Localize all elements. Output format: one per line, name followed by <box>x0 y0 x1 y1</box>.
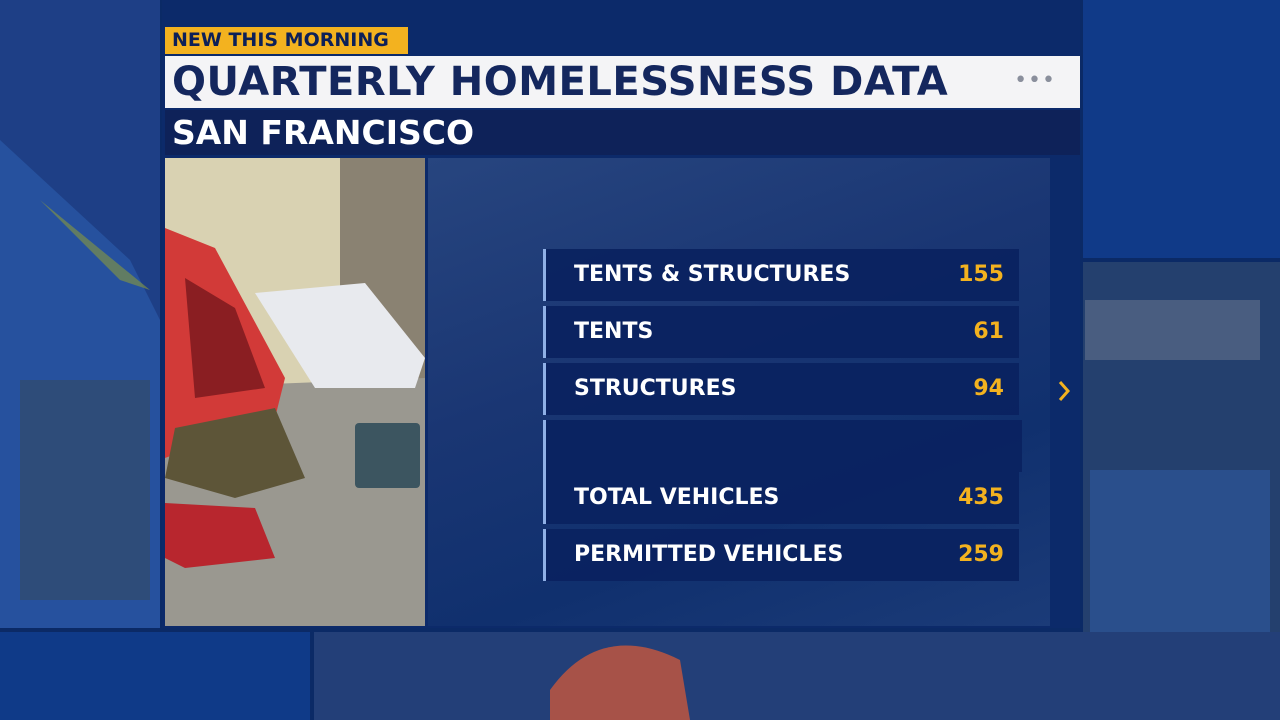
photo <box>165 158 425 626</box>
subtitle: SAN FRANCISCO <box>172 113 475 152</box>
row-label: TENTS & STRUCTURES <box>574 262 851 287</box>
row-value: 259 <box>958 542 1004 567</box>
row-label: PERMITTED VEHICLES <box>574 542 844 567</box>
tag: NEW THIS MORNING <box>165 27 408 54</box>
table-row: TENTS 61 <box>543 306 1019 358</box>
dots-icon: ••• <box>1014 68 1056 93</box>
row-value: 435 <box>958 485 1004 510</box>
subtitle-bar: SAN FRANCISCO <box>165 110 1080 155</box>
row-value: 61 <box>973 319 1004 344</box>
table-row: PERMITTED VEHICLES 259 <box>543 529 1019 581</box>
data-table: TENTS & STRUCTURES 155 TENTS 61 STRUCTURES 94… <box>543 249 1019 586</box>
row-value: 155 <box>958 262 1004 287</box>
row-label: STRUCTURES <box>574 376 737 401</box>
row-value: 94 <box>973 376 1004 401</box>
title-bar: QUARTERLY HOMELESSNESS DATA ••• <box>165 56 1080 108</box>
title: QUARTERLY HOMELESSNESS DATA <box>172 59 949 105</box>
table-row: TENTS & STRUCTURES 155 <box>543 249 1019 301</box>
empty-row <box>543 420 1022 472</box>
row-label: TOTAL VEHICLES <box>574 485 780 510</box>
row-label: TENTS <box>574 319 654 344</box>
table-row: TOTAL VEHICLES 435 <box>543 472 1019 524</box>
next-arrow[interactable] <box>1054 376 1074 406</box>
table-row: STRUCTURES 94 <box>543 363 1019 415</box>
